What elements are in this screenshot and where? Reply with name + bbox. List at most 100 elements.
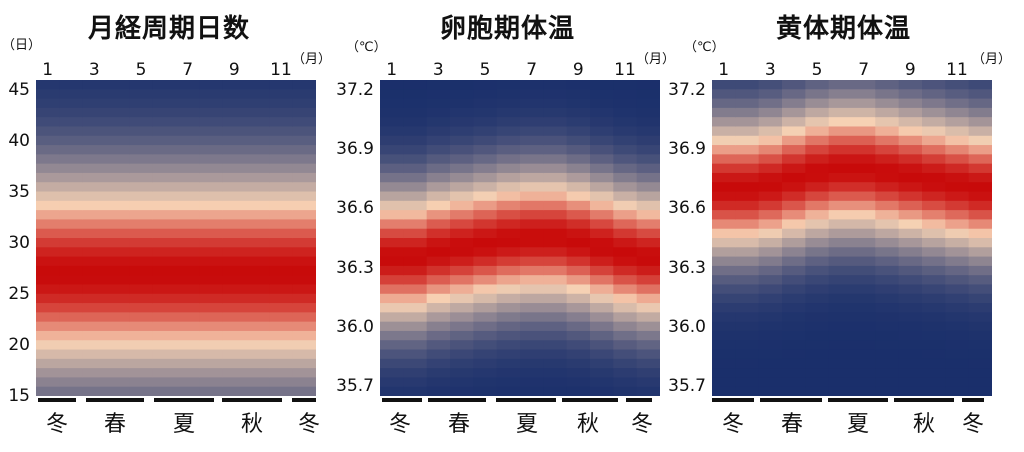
heat-cell: [735, 330, 760, 341]
heat-cell: [292, 172, 316, 183]
heat-cell: [222, 219, 247, 230]
heat-cell: [450, 247, 474, 258]
heat-cell: [246, 293, 270, 304]
heat-cell: [199, 154, 224, 165]
heat-cell: [380, 182, 404, 193]
heat-cell: [152, 330, 177, 341]
heat-cell: [543, 80, 568, 90]
heat-cell: [496, 293, 521, 304]
heat-cell: [106, 135, 130, 146]
heat-cell: [805, 80, 830, 90]
heat-cell: [246, 330, 270, 341]
heat-cell: [758, 117, 783, 128]
heat-cell: [543, 126, 568, 137]
heat-cell: [520, 265, 544, 276]
heat-cell: [636, 172, 660, 183]
heat-cell: [782, 386, 806, 396]
heat-cell: [152, 349, 177, 360]
heat-cell: [380, 219, 404, 230]
season-label-spring: 春: [103, 412, 127, 437]
heat-cell: [199, 163, 224, 174]
heat-cell: [199, 219, 224, 230]
heat-cell: [380, 256, 404, 267]
heat-cell: [129, 312, 154, 323]
heat-cell: [222, 284, 247, 295]
heat-cell: [82, 200, 107, 211]
heat-cell: [36, 358, 60, 369]
heat-cell: [782, 163, 806, 174]
heat-cell: [59, 368, 84, 379]
heat-cell: [269, 358, 294, 369]
heat-cell: [199, 368, 224, 379]
heat-cell: [852, 284, 876, 295]
x-tick-label: 11: [614, 60, 636, 80]
heat-cell: [82, 154, 107, 165]
heat-cell: [968, 321, 992, 332]
heat-cell: [496, 200, 521, 211]
heat-cell: [875, 265, 900, 276]
heat-cell: [473, 330, 498, 341]
heat-cell: [782, 349, 806, 360]
heat-cell: [59, 377, 84, 388]
heat-cell: [712, 117, 736, 128]
heat-cell: [199, 265, 224, 276]
heat-cell: [712, 154, 736, 165]
heat-cell: [613, 284, 638, 295]
heat-cell: [875, 228, 900, 239]
heat-cell: [968, 200, 992, 211]
heat-cell: [426, 98, 451, 109]
heat-cell: [380, 172, 404, 183]
heat-cell: [129, 145, 154, 155]
heat-cell: [968, 377, 992, 388]
heat-cell: [176, 247, 200, 258]
heat-cell: [828, 330, 853, 341]
heat-cell: [176, 163, 200, 174]
y-tick-label: 36.6: [336, 198, 374, 219]
heat-cell: [636, 377, 660, 388]
heat-cell: [852, 154, 876, 165]
heat-cell: [712, 386, 736, 396]
heat-cell: [269, 256, 294, 267]
heat-cell: [613, 368, 638, 379]
season-label-autumn: 秋: [576, 412, 600, 437]
heat-cell: [403, 172, 428, 183]
heat-cell: [520, 358, 544, 369]
heat-cell: [898, 358, 923, 369]
heat-cell: [922, 89, 946, 100]
heat-cell: [875, 107, 900, 118]
x-tick-label: 1: [386, 60, 398, 80]
heat-cell: [246, 303, 270, 313]
heat-cell: [36, 275, 60, 286]
heat-cell: [613, 293, 638, 304]
heat-cell: [199, 228, 224, 239]
heat-cell: [176, 210, 200, 221]
heat-cell: [852, 377, 876, 388]
heat-cell: [875, 293, 900, 304]
heat-cell: [968, 293, 992, 304]
heat-cell: [636, 210, 660, 221]
heat-cell: [520, 247, 544, 258]
heat-cell: [782, 340, 806, 351]
heat-cell: [543, 275, 568, 286]
heat-cell: [922, 163, 946, 174]
heat-cell: [945, 191, 970, 202]
heat-cell: [828, 358, 853, 369]
heat-cell: [59, 321, 84, 332]
heat-cell: [805, 303, 830, 313]
chart-title: 卵胞期体温: [440, 14, 576, 44]
heat-cell: [875, 275, 900, 286]
heat-cell: [269, 349, 294, 360]
heat-cell: [496, 89, 521, 100]
heat-cell: [782, 293, 806, 304]
heat-cell: [636, 312, 660, 323]
heat-cell: [36, 98, 60, 109]
heat-cell: [403, 321, 428, 332]
heat-cell: [246, 117, 270, 128]
heat-cell: [712, 238, 736, 248]
heat-cell: [380, 330, 404, 341]
heat-cell: [36, 117, 60, 128]
season-label-spring: 春: [780, 412, 804, 437]
heat-cell: [922, 321, 946, 332]
heat-cell: [828, 312, 853, 323]
heat-cell: [82, 340, 107, 351]
